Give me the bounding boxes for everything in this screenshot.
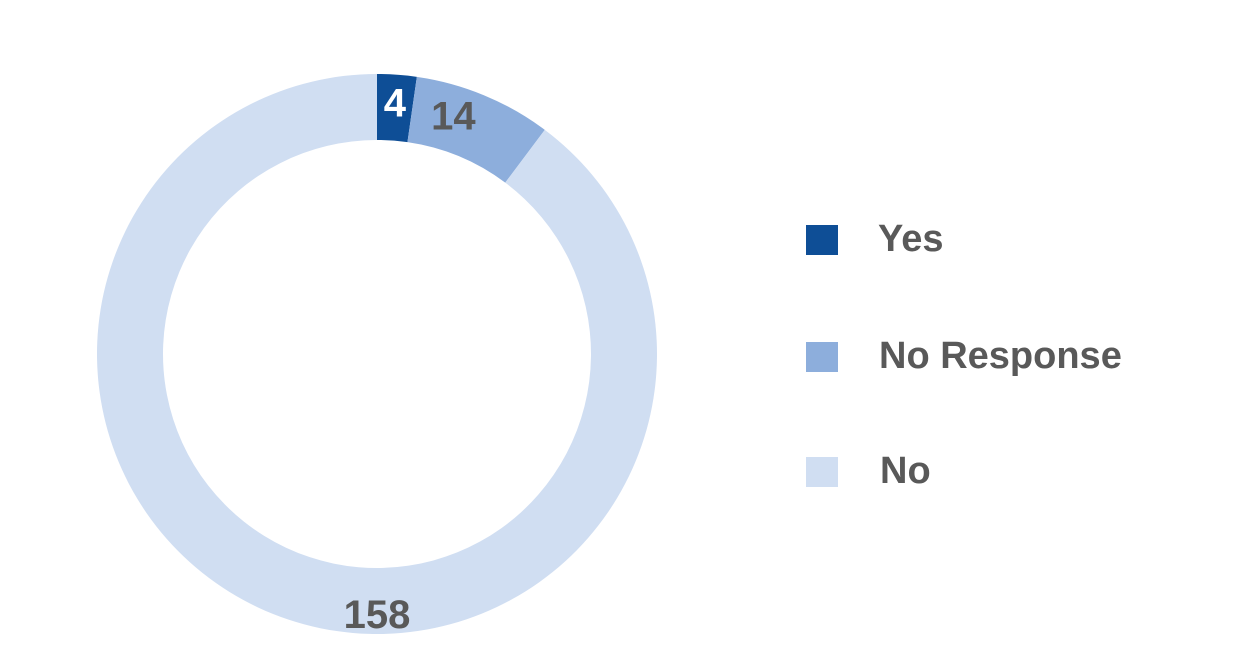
legend-swatch-no-response: [806, 342, 838, 372]
legend-label-no: No: [880, 450, 931, 492]
data-label-no: 158: [344, 593, 411, 637]
legend-label-no-response: No Response: [879, 335, 1122, 377]
legend-label-yes: Yes: [878, 218, 944, 260]
slice-no[interactable]: [96, 74, 657, 634]
legend-swatch-no: [806, 457, 838, 487]
legend-item-no-response[interactable]: No Response: [806, 331, 1226, 381]
legend-item-yes[interactable]: Yes: [806, 214, 1226, 264]
slice-yes[interactable]: [377, 74, 417, 143]
data-label-yes: 4: [384, 82, 407, 126]
legend-item-no[interactable]: No: [806, 446, 1226, 496]
data-label-no-response: 14: [431, 95, 476, 139]
slice-no-response[interactable]: [407, 76, 545, 183]
donut-slices: [96, 74, 657, 634]
legend-swatch-yes: [806, 225, 838, 255]
donut-data-labels: 4 14 158: [344, 82, 477, 637]
